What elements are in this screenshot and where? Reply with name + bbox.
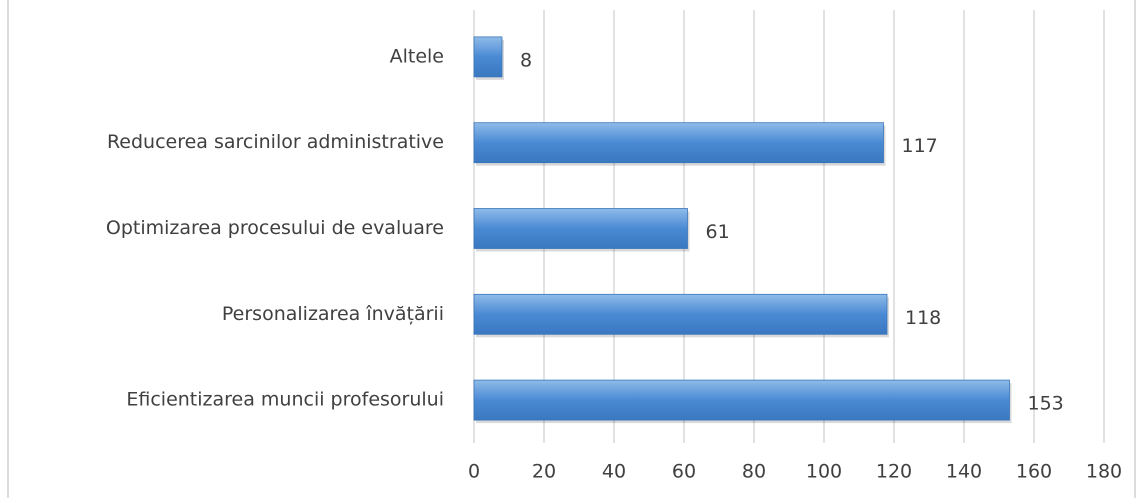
data-label: 118 bbox=[905, 307, 941, 329]
x-tick-label: 80 bbox=[742, 461, 766, 483]
chart-frame bbox=[7, 0, 1136, 498]
y-tick-label: Optimizarea procesului de evaluare bbox=[106, 217, 444, 239]
data-label: 117 bbox=[902, 135, 938, 157]
x-tick-label: 140 bbox=[946, 461, 982, 483]
x-tick-label: 0 bbox=[468, 461, 480, 483]
x-tick-label: 60 bbox=[672, 461, 696, 483]
x-tick-label: 160 bbox=[1016, 461, 1052, 483]
x-tick-label: 180 bbox=[1086, 461, 1122, 483]
data-label: 8 bbox=[520, 49, 532, 71]
data-label: 61 bbox=[706, 221, 730, 243]
y-tick-label: Altele bbox=[390, 45, 444, 67]
x-tick-label: 100 bbox=[806, 461, 842, 483]
bar bbox=[473, 293, 888, 335]
data-label: 153 bbox=[1028, 393, 1064, 415]
y-tick-label: Eficientizarea muncii profesorului bbox=[126, 389, 444, 411]
y-tick-label: Personalizarea învățării bbox=[222, 303, 444, 325]
x-tick-label: 20 bbox=[532, 461, 556, 483]
bar bbox=[473, 122, 884, 164]
y-tick-label: Reducerea sarcinilor administrative bbox=[107, 131, 444, 153]
bar bbox=[473, 36, 503, 78]
x-tick-label: 120 bbox=[876, 461, 912, 483]
bar bbox=[473, 379, 1010, 421]
bar bbox=[473, 208, 688, 249]
x-tick-label: 40 bbox=[602, 461, 626, 483]
